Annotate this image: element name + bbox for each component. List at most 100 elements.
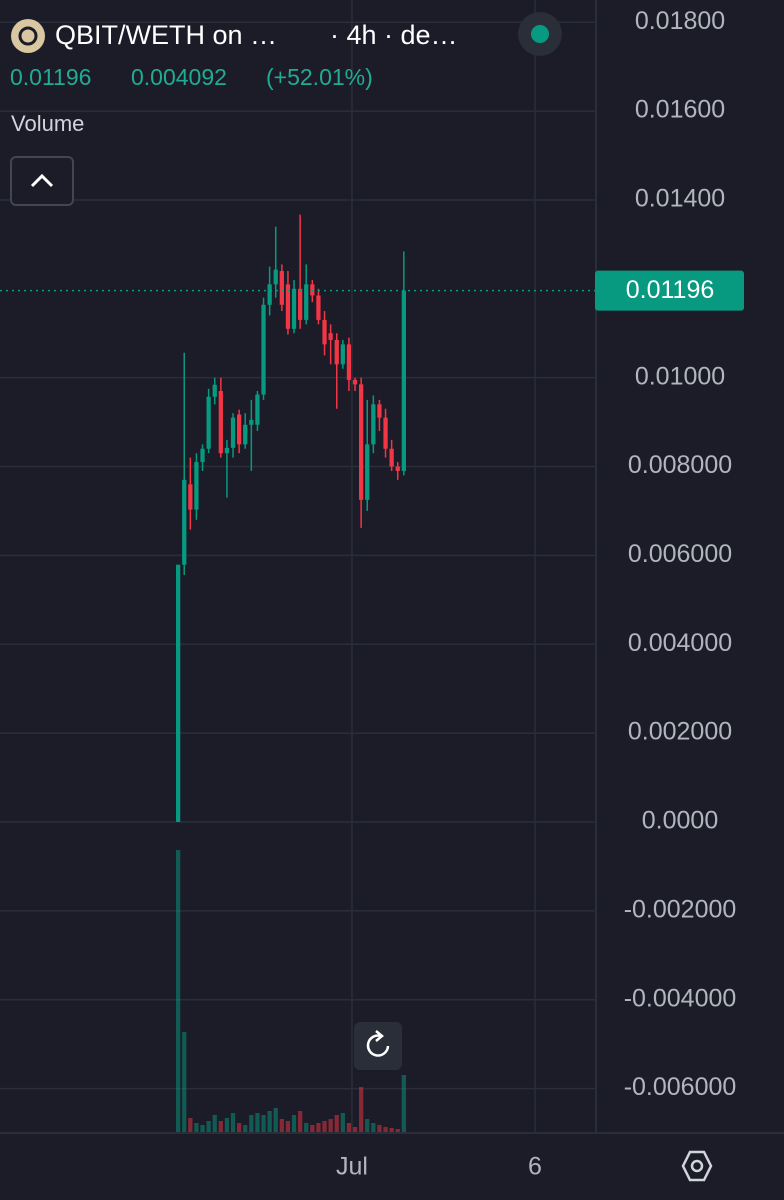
candle-body <box>279 271 284 305</box>
reset-button[interactable] <box>354 1022 402 1070</box>
y-tick-label: 0.006000 <box>628 540 732 568</box>
candle-body <box>401 290 406 471</box>
volume-bar <box>365 1119 370 1133</box>
volume-bar <box>298 1111 303 1133</box>
candle-body <box>230 417 236 448</box>
candle-body <box>249 419 254 425</box>
candle-body <box>346 344 352 380</box>
last-price-label: 0.01196 <box>626 276 715 304</box>
candle-body <box>206 396 211 449</box>
volume-bar <box>224 1118 230 1133</box>
y-tick-label: 0.01600 <box>635 96 725 124</box>
candle-body <box>200 448 205 463</box>
volume-bar <box>273 1108 278 1133</box>
x-tick-label: Jul <box>336 1153 368 1181</box>
grid: 0.01800 0.01600 0.01400 0.01000 0.008000 0.00… <box>0 0 736 1181</box>
volume-bar <box>304 1123 309 1133</box>
candle-body <box>352 379 358 385</box>
volume-bar <box>182 1032 187 1133</box>
collapse-icon <box>30 173 54 188</box>
volume-bar <box>359 1087 364 1133</box>
y-tick-label: -0.002000 <box>624 895 737 923</box>
x-tick-label: 6 <box>528 1153 542 1181</box>
volume-bar <box>334 1115 339 1133</box>
token-logo <box>11 19 45 53</box>
y-tick-label: 0.01800 <box>635 7 725 35</box>
volume-bar <box>310 1125 315 1133</box>
candle-body <box>316 295 321 320</box>
y-tick-label: 0.0000 <box>642 807 718 835</box>
volume-bar <box>206 1121 211 1133</box>
settings-icon[interactable] <box>681 1150 713 1182</box>
volume-bar <box>267 1111 272 1133</box>
candle-body <box>359 384 364 500</box>
reset-icon <box>366 1030 390 1057</box>
collapse-button[interactable] <box>10 156 74 206</box>
volume-bar <box>328 1119 333 1133</box>
volume-bar <box>383 1127 388 1133</box>
volume-bar <box>340 1113 345 1133</box>
volume-bar <box>255 1113 260 1133</box>
volume-label: Volume <box>11 111 84 136</box>
candle-body <box>298 288 303 320</box>
candle-body <box>291 288 297 329</box>
price-tags: 0.01196 <box>0 270 744 311</box>
header-price: 0.01196 <box>10 64 91 90</box>
chart-title: QBIT/WETH on … <box>55 20 277 50</box>
volume-bar <box>371 1123 376 1133</box>
volume-bar <box>377 1125 382 1133</box>
y-tick-label: 0.008000 <box>628 451 732 479</box>
volume-bar <box>322 1121 327 1133</box>
chart-subtitle: · 4h · de… <box>330 20 458 50</box>
candle-body <box>304 284 309 320</box>
volume-bar <box>230 1113 236 1133</box>
header-change: 0.004092 <box>131 64 227 90</box>
volume-bar <box>352 1127 358 1133</box>
candle-body <box>255 394 260 425</box>
candle-body <box>328 333 333 340</box>
candle-body <box>383 417 388 449</box>
volume-bar <box>401 1075 406 1133</box>
candle-body <box>236 414 242 445</box>
volume-bar <box>236 1123 242 1133</box>
candle-body <box>212 384 217 397</box>
candle-body <box>334 339 339 365</box>
volume-bar <box>188 1118 193 1133</box>
candle-body <box>322 319 327 345</box>
candle-body <box>340 344 345 365</box>
candle-body <box>188 484 193 510</box>
volume-bar <box>389 1128 394 1133</box>
candle-body <box>285 284 291 329</box>
token-logo-mark <box>18 26 38 46</box>
candle-body <box>267 284 272 305</box>
y-tick-label: 0.002000 <box>628 718 732 746</box>
candle-body <box>365 444 370 500</box>
volume-bar <box>261 1115 266 1133</box>
candle-body <box>377 404 382 418</box>
y-tick-label: -0.006000 <box>624 1073 737 1101</box>
volume-bar <box>316 1123 321 1133</box>
candle-body <box>395 466 400 471</box>
volume-bar <box>291 1115 297 1133</box>
volume-bar <box>243 1125 248 1133</box>
candle-body <box>389 448 394 467</box>
volume-bar <box>285 1121 291 1133</box>
volume-bar <box>249 1115 254 1133</box>
volume-bar <box>346 1123 352 1133</box>
candle-body <box>371 404 376 445</box>
candle-body <box>182 479 187 565</box>
candle-body <box>243 424 248 445</box>
y-tick-label: -0.004000 <box>624 984 737 1012</box>
plot <box>175 214 406 1133</box>
candle-body <box>273 269 278 285</box>
volume-bar <box>175 850 181 1133</box>
y-tick-label: 0.01400 <box>635 185 725 213</box>
candle-body <box>261 304 266 395</box>
volume-bar <box>200 1125 205 1133</box>
volume-bar <box>218 1121 223 1133</box>
last-price-tag <box>595 270 744 311</box>
volume-bar <box>194 1123 199 1133</box>
volume-bar <box>395 1129 400 1133</box>
